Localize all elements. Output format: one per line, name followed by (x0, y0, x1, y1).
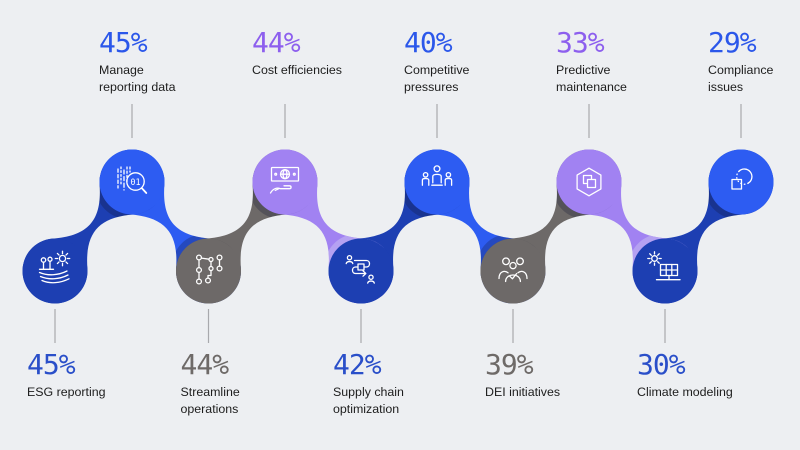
stat-block-supply-chain-optimization: 42% Supply chain optimization (333, 349, 457, 417)
stat-percent: 44% (180, 348, 230, 381)
stat-label: Streamline operations (181, 384, 305, 417)
node-circle-dei-initiatives (480, 238, 546, 304)
stat-label: Climate modeling (637, 384, 761, 401)
stat-label-line: optimization (333, 401, 400, 416)
agriculture-icon (38, 250, 71, 284)
stat-block-compliance-issues: 29% Compliance issues (708, 27, 800, 95)
stat-label: Manage reporting data (99, 62, 223, 95)
stat-percent: 30% (637, 348, 686, 381)
stat-label-line: Supply chain (333, 385, 404, 399)
stat-label: Predictive maintenance (556, 62, 680, 95)
workflow-nodes-icon (195, 254, 223, 285)
stat-percent: 40% (404, 26, 453, 59)
node-circle-esg-reporting (22, 238, 88, 304)
svg-text:01: 01 (130, 178, 140, 188)
node-circle-climate-modeling (632, 238, 698, 304)
stat-percent: 45% (99, 26, 148, 59)
stat-block-predictive-maintenance: 33% Predictive maintenance (556, 27, 680, 95)
stat-label-line: Predictive (556, 63, 611, 77)
process-loop-icon (345, 254, 375, 284)
stat-label-line: Compliance (708, 63, 774, 77)
people-podium-icon (421, 165, 453, 186)
stat-percent: 44% (252, 26, 301, 59)
stat-block-dei-initiatives: 39% DEI initiatives (485, 349, 609, 401)
stat-block-manage-reporting-data: 45% Manage reporting data (99, 27, 223, 95)
stat-label-line: Competitive (404, 63, 470, 77)
hexagon-layers-icon (576, 167, 602, 197)
stat-block-esg-reporting: 45% ESG reporting (27, 349, 151, 401)
stat-label: Competitive pressures (404, 62, 528, 95)
stat-percent: 45% (27, 348, 76, 381)
stat-label-line: ESG reporting (27, 385, 106, 399)
node-circle-streamline-operations (176, 238, 241, 304)
stat-percent: 42% (333, 348, 382, 381)
stat-label-line: pressures (404, 79, 459, 94)
stat-label-line: reporting data (99, 79, 176, 94)
stat-percent: 33% (556, 26, 605, 59)
stat-percent: 29% (708, 26, 757, 59)
stat-label: Supply chain optimization (333, 384, 457, 417)
leader-lines-group (54, 104, 742, 343)
stat-label: DEI initiatives (485, 384, 609, 401)
stat-label-line: Cost efficiencies (252, 63, 342, 77)
node-circle-manage-reporting-data (99, 149, 165, 215)
money-in-hand-icon (269, 166, 300, 194)
group-check-icon (498, 257, 528, 283)
stat-label-line: maintenance (556, 79, 627, 94)
stat-label: Cost efficiencies (252, 62, 376, 79)
stat-percent: 39% (485, 348, 534, 381)
stat-label-line: issues (708, 79, 744, 94)
stat-label-line: Climate modeling (637, 385, 733, 399)
stat-label-line: operations (180, 401, 239, 416)
stat-block-cost-efficiencies: 44% Cost efficiencies (252, 27, 376, 79)
node-circle-competitive-pressures (404, 149, 470, 215)
stat-label: Compliance issues (708, 62, 800, 95)
node-icons-group: 01 (38, 165, 753, 285)
stat-block-streamline-operations: 44% Streamline operations (181, 349, 305, 417)
shapes-overlap-icon (731, 168, 753, 190)
stat-label-line: DEI initiatives (485, 385, 561, 399)
stat-label: ESG reporting (27, 384, 151, 401)
solar-panel-icon (647, 251, 681, 281)
node-circle-supply-chain-optimization (328, 238, 394, 304)
data-search-icon: 01 (117, 166, 148, 194)
stat-block-competitive-pressures: 40% Competitive pressures (404, 27, 528, 95)
stat-block-climate-modeling: 30% Climate modeling (637, 349, 761, 401)
stat-label-line: Streamline (180, 385, 240, 399)
node-circle-cost-efficiencies (252, 149, 318, 215)
stat-label-line: Manage (99, 63, 144, 77)
node-circles-group (22, 149, 774, 304)
